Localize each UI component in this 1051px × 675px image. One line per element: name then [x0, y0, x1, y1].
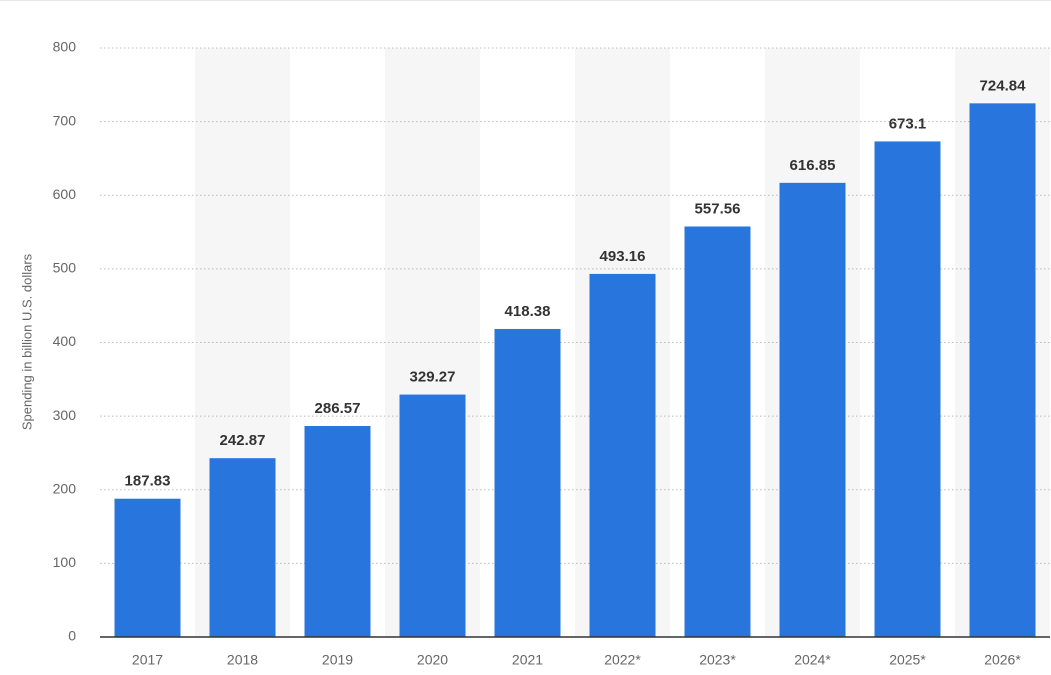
y-tick-label: 0: [68, 628, 76, 644]
value-label: 418.38: [505, 303, 551, 320]
bar: [114, 498, 181, 637]
y-tick-label: 800: [53, 39, 77, 55]
bar: [684, 226, 751, 637]
value-label: 724.84: [980, 77, 1027, 94]
x-tick-label: 2017: [132, 652, 163, 668]
bar: [209, 458, 276, 637]
value-label: 329.27: [410, 369, 456, 386]
y-tick-label: 400: [53, 333, 77, 349]
value-label: 242.87: [220, 432, 266, 449]
y-tick-label: 600: [53, 186, 77, 202]
x-tick-label: 2026*: [984, 652, 1021, 668]
x-tick-label: 2025*: [889, 652, 926, 668]
x-tick-label: 2023*: [699, 652, 736, 668]
bar: [304, 426, 371, 637]
y-axis-title: Spending in billion U.S. dollars: [19, 253, 34, 430]
y-tick-label: 100: [53, 554, 77, 570]
value-label: 557.56: [695, 200, 741, 217]
y-tick-label: 300: [53, 407, 77, 423]
value-label: 493.16: [600, 248, 646, 265]
x-tick-label: 2019: [322, 652, 353, 668]
value-label: 616.85: [790, 157, 836, 174]
bar: [969, 103, 1036, 637]
bar: [494, 328, 561, 637]
bar: [589, 273, 656, 637]
x-tick-label: 2018: [227, 652, 258, 668]
bar: [399, 394, 466, 637]
x-tick-label: 2022*: [604, 652, 641, 668]
value-label: 673.1: [889, 115, 927, 132]
y-tick-label: 500: [53, 260, 77, 276]
y-tick-label: 200: [53, 480, 77, 496]
x-tick-label: 2024*: [794, 652, 831, 668]
x-tick-label: 2020: [417, 652, 448, 668]
value-label: 187.83: [125, 473, 171, 490]
bar: [874, 141, 941, 638]
x-tick-label: 2021: [512, 652, 543, 668]
bar: [779, 182, 846, 638]
y-tick-label: 700: [53, 112, 77, 128]
value-label: 286.57: [315, 400, 361, 417]
